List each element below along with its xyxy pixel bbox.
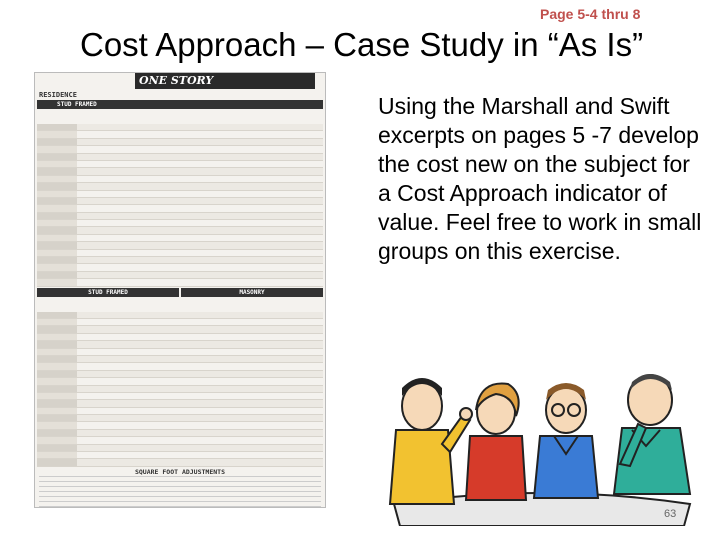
table-row — [37, 429, 323, 438]
slide-title: Cost Approach – Case Study in “As Is” — [80, 26, 644, 63]
cost-sheet-section: RESIDENCE — [39, 91, 77, 99]
cost-sheet-adjustments — [39, 475, 321, 507]
table-row — [37, 422, 323, 430]
table-row — [37, 444, 323, 453]
table-row — [37, 257, 323, 265]
table-row — [37, 363, 323, 371]
person-icon — [612, 374, 692, 495]
table-row — [37, 326, 323, 334]
table-row — [37, 311, 323, 319]
table-row — [37, 392, 323, 401]
table-row — [37, 318, 323, 327]
table-row — [37, 459, 323, 467]
person-icon — [532, 383, 600, 499]
cost-sheet-table — [37, 124, 323, 287]
cost-sheet-adjustments-title: SQUARE FOOT ADJUSTMENTS — [134, 467, 225, 476]
cost-sheet-column-headers — [35, 298, 325, 312]
table-row — [37, 146, 323, 154]
person-icon — [464, 382, 528, 501]
table-row — [37, 175, 323, 184]
cost-sheet-bar-right: MASONRY — [181, 287, 323, 297]
table-row — [37, 333, 323, 342]
table-row — [37, 378, 323, 386]
cost-sheet-bar: STUD FRAMED MASONRY — [37, 287, 323, 297]
table-row — [37, 212, 323, 221]
table-row — [37, 437, 323, 445]
table-row — [37, 407, 323, 416]
cost-sheet-column-headers — [35, 110, 325, 124]
table-row — [37, 190, 323, 198]
table-row — [37, 227, 323, 235]
table-row — [37, 249, 323, 258]
table-row — [37, 160, 323, 169]
cost-sheet-image: ONE STORY RESIDENCE STUD FRAMED STUD FRA… — [34, 72, 326, 508]
cost-sheet-table — [37, 311, 323, 467]
table-row — [37, 271, 323, 280]
table-row — [37, 220, 323, 228]
page-reference: Page 5-4 thru 8 — [540, 6, 641, 22]
people-meeting-icon — [388, 374, 692, 526]
table-row — [37, 279, 323, 287]
table-row — [37, 264, 323, 272]
table-row — [37, 168, 323, 176]
table-row — [37, 153, 323, 161]
table-row — [37, 242, 323, 250]
person-icon — [388, 378, 473, 505]
cost-sheet-banner: ONE STORY — [135, 73, 315, 89]
table-row — [37, 183, 323, 191]
table-row — [37, 355, 323, 364]
table-row — [37, 205, 323, 213]
cost-sheet-bar-left: STUD FRAMED — [37, 287, 179, 297]
cost-sheet-bar: STUD FRAMED — [37, 100, 323, 109]
table-row — [37, 138, 323, 147]
table-row — [37, 385, 323, 393]
table-row — [37, 452, 323, 460]
slide-body-text: Using the Marshall and Swift excerpts on… — [378, 93, 702, 264]
table-row — [37, 348, 323, 356]
table-row — [37, 131, 323, 139]
table-row — [37, 197, 323, 206]
table-row — [37, 341, 323, 349]
table-row — [37, 370, 323, 379]
table-row — [37, 124, 323, 132]
table-row — [37, 234, 323, 243]
table-row — [37, 415, 323, 423]
page-number: 63 — [664, 508, 677, 520]
table-row — [37, 400, 323, 408]
